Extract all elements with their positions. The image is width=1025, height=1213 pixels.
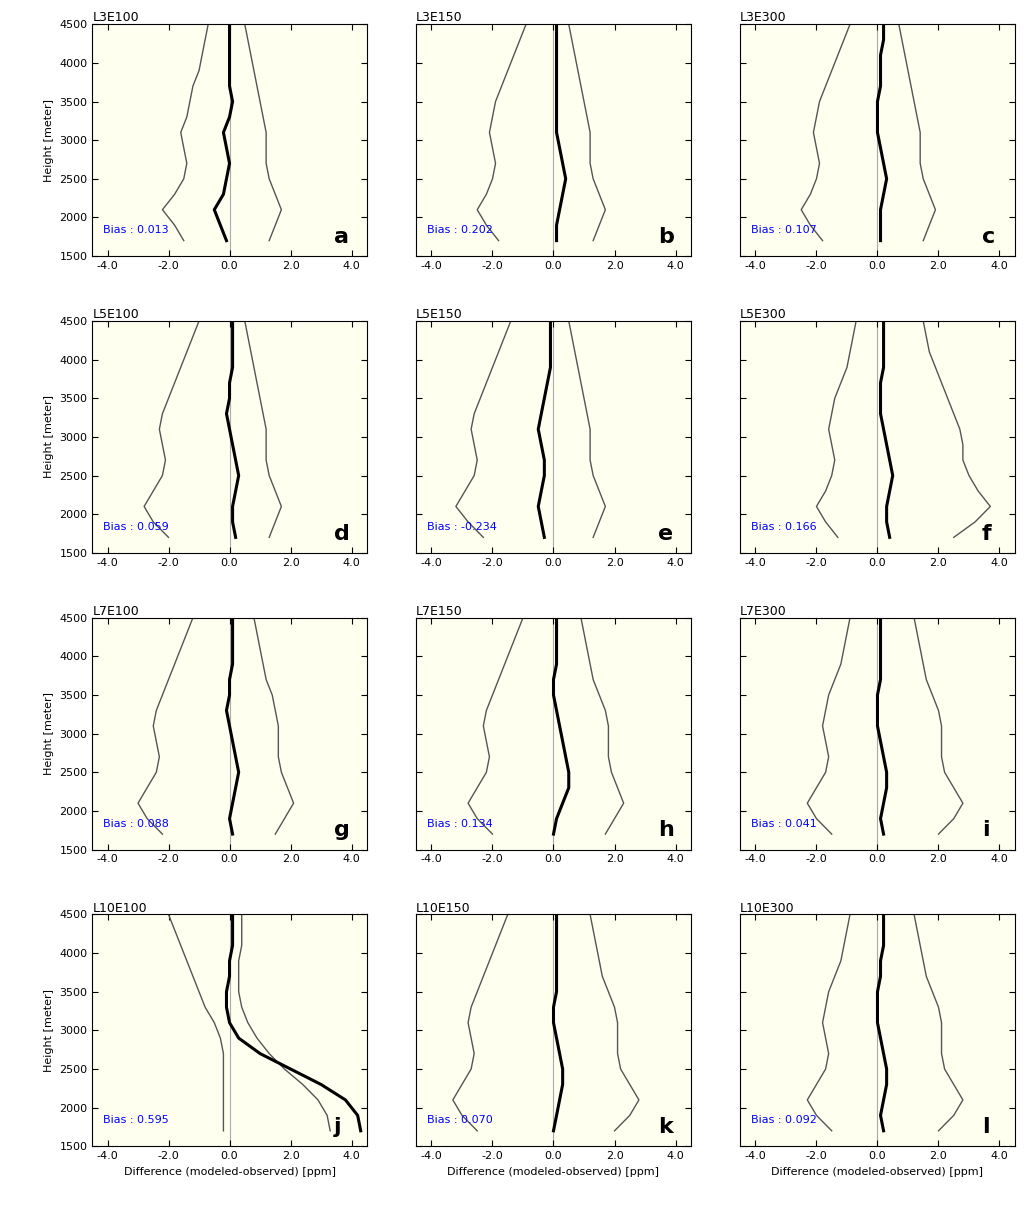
Text: Bias : 0.013: Bias : 0.013 bbox=[104, 226, 169, 235]
Text: Bias : 0.059: Bias : 0.059 bbox=[104, 522, 169, 533]
Text: L10E100: L10E100 bbox=[92, 901, 147, 915]
Text: Bias : -0.234: Bias : -0.234 bbox=[427, 522, 497, 533]
Text: L5E300: L5E300 bbox=[740, 308, 787, 321]
Y-axis label: Height [meter]: Height [meter] bbox=[44, 395, 53, 478]
Y-axis label: Height [meter]: Height [meter] bbox=[44, 98, 53, 182]
Text: L7E300: L7E300 bbox=[740, 605, 787, 617]
Text: L3E300: L3E300 bbox=[740, 11, 787, 24]
Text: L3E150: L3E150 bbox=[416, 11, 463, 24]
Text: f: f bbox=[982, 524, 991, 543]
Text: Bias : 0.595: Bias : 0.595 bbox=[104, 1116, 169, 1126]
X-axis label: Difference (modeled-observed) [ppm]: Difference (modeled-observed) [ppm] bbox=[124, 1167, 335, 1177]
X-axis label: Difference (modeled-observed) [ppm]: Difference (modeled-observed) [ppm] bbox=[772, 1167, 983, 1177]
Text: Bias : 0.070: Bias : 0.070 bbox=[427, 1116, 493, 1126]
Text: Bias : 0.134: Bias : 0.134 bbox=[427, 819, 493, 828]
Text: L7E100: L7E100 bbox=[92, 605, 139, 617]
Text: e: e bbox=[658, 524, 673, 543]
Text: b: b bbox=[658, 227, 673, 246]
Text: L5E150: L5E150 bbox=[416, 308, 463, 321]
Text: Bias : 0.107: Bias : 0.107 bbox=[751, 226, 817, 235]
Text: h: h bbox=[658, 820, 673, 841]
Text: k: k bbox=[658, 1117, 672, 1137]
Text: Bias : 0.088: Bias : 0.088 bbox=[104, 819, 169, 828]
Text: Bias : 0.166: Bias : 0.166 bbox=[751, 522, 817, 533]
Text: L3E100: L3E100 bbox=[92, 11, 138, 24]
Text: c: c bbox=[982, 227, 995, 246]
Text: L5E100: L5E100 bbox=[92, 308, 139, 321]
Text: L7E150: L7E150 bbox=[416, 605, 463, 617]
Text: Bias : 0.041: Bias : 0.041 bbox=[751, 819, 817, 828]
Text: Bias : 0.092: Bias : 0.092 bbox=[751, 1116, 817, 1126]
Y-axis label: Height [meter]: Height [meter] bbox=[44, 989, 53, 1072]
Y-axis label: Height [meter]: Height [meter] bbox=[44, 693, 53, 775]
Text: a: a bbox=[334, 227, 349, 246]
Text: i: i bbox=[982, 820, 989, 841]
Text: d: d bbox=[334, 524, 350, 543]
Text: g: g bbox=[334, 820, 350, 841]
Text: L10E300: L10E300 bbox=[740, 901, 794, 915]
Text: l: l bbox=[982, 1117, 989, 1137]
X-axis label: Difference (modeled-observed) [ppm]: Difference (modeled-observed) [ppm] bbox=[448, 1167, 659, 1177]
Text: Bias : 0.202: Bias : 0.202 bbox=[427, 226, 493, 235]
Text: L10E150: L10E150 bbox=[416, 901, 470, 915]
Text: j: j bbox=[334, 1117, 341, 1137]
